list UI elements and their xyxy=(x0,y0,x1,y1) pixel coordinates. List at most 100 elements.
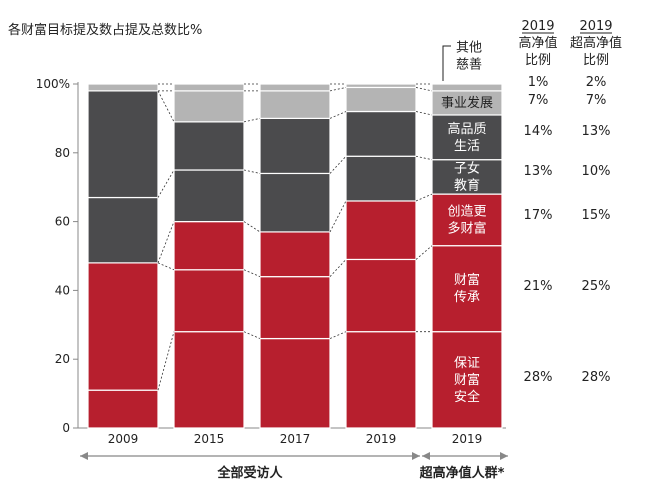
bar-segment-5-1 xyxy=(431,331,503,429)
bar-segment-3-2 xyxy=(259,276,331,340)
y-tick-label: 0 xyxy=(62,421,70,435)
table-cell: 14% xyxy=(524,124,553,139)
table-cell: 1% xyxy=(528,75,549,90)
connector-line xyxy=(157,90,175,123)
bar-segment-3-4 xyxy=(259,172,331,233)
bar-segment-5-2 xyxy=(431,245,503,333)
table-cell: 21% xyxy=(524,279,553,294)
segment-label: 高品质 xyxy=(447,121,486,137)
segment-label: 保证 xyxy=(454,356,480,371)
segment-label: 其他 xyxy=(456,41,482,56)
bar-segment-4-2 xyxy=(345,258,417,333)
segment-label: 生活 xyxy=(454,139,480,154)
x-tick-label: 2015 xyxy=(194,432,225,446)
connector-line xyxy=(157,221,175,264)
group-arrow-head xyxy=(422,452,430,460)
group-label: 全部受访人 xyxy=(216,465,283,481)
bar-segment-1-2 xyxy=(87,262,159,391)
connector-line xyxy=(329,200,347,233)
bar-segment-4-7 xyxy=(345,83,417,89)
bar-segment-2-6 xyxy=(173,90,245,123)
table-cell: 17% xyxy=(524,208,553,223)
x-tick-label: 2019 xyxy=(366,432,397,446)
bar-segment-4-4 xyxy=(345,155,417,202)
group-arrow-head xyxy=(412,452,420,460)
bar-segment-1-5 xyxy=(87,90,159,199)
bar-segment-1-7 xyxy=(87,83,159,92)
callout-leader xyxy=(442,45,451,81)
table-cell: 13% xyxy=(582,124,611,139)
table-cell: 10% xyxy=(582,164,611,179)
connector-line xyxy=(243,221,261,233)
x-tick-label: 2019 xyxy=(452,432,483,446)
connector-line xyxy=(329,111,347,119)
bar-segment-2-4 xyxy=(173,169,245,223)
bar-segment-3-7 xyxy=(259,83,331,92)
y-tick-label: 20 xyxy=(55,352,70,366)
connector-line xyxy=(157,262,175,271)
table-header-label: 比例 xyxy=(583,53,609,68)
connector-line xyxy=(157,331,175,391)
y-tick-label: 40 xyxy=(55,283,70,297)
connector-line xyxy=(415,155,433,161)
y-tick-label: 100% xyxy=(36,77,70,91)
bar-segment-4-6 xyxy=(345,86,417,113)
connector-line xyxy=(415,111,433,116)
bar-segment-2-1 xyxy=(173,331,245,429)
connector-line xyxy=(329,155,347,174)
table-cell: 25% xyxy=(582,279,611,294)
segment-label: 慈善 xyxy=(456,57,482,73)
bar-segment-5-7 xyxy=(431,83,503,92)
segment-label: 财富 xyxy=(454,372,480,388)
connector-line xyxy=(243,269,261,278)
table-header-year: 2019 xyxy=(579,19,612,34)
x-tick-label: 2009 xyxy=(108,432,139,446)
bar-segment-4-1 xyxy=(345,331,417,429)
segment-label: 教育 xyxy=(454,177,480,193)
category-groups: 全部受访人 超高净值人群* xyxy=(80,452,508,481)
connector-line xyxy=(329,87,347,92)
bar-segment-2-7 xyxy=(173,83,245,92)
bar-segment-1-1 xyxy=(87,389,159,429)
connector-line xyxy=(415,87,433,92)
y-tick-label: 60 xyxy=(55,215,70,229)
segment-label: 子女 xyxy=(454,160,480,176)
connector-line xyxy=(415,245,433,260)
connector-line xyxy=(243,331,261,339)
table-cell: 7% xyxy=(586,93,607,108)
segment-label: 传承 xyxy=(454,290,480,305)
connector-line xyxy=(329,331,347,339)
group-arrow-head xyxy=(500,452,508,460)
bar-segment-2-3 xyxy=(173,221,245,271)
table-cell: 13% xyxy=(524,164,553,179)
bar-segment-4-3 xyxy=(345,200,417,261)
bar-segment-3-1 xyxy=(259,337,331,429)
connector-line xyxy=(243,118,261,123)
group-arrow-head xyxy=(80,452,88,460)
bar-segment-3-3 xyxy=(259,231,331,278)
group-label: 超高净值人群* xyxy=(420,465,505,481)
connector-line xyxy=(157,169,175,198)
bar-segment-2-5 xyxy=(173,121,245,171)
bar-segment-5-5 xyxy=(431,114,503,161)
bar-segment-3-5 xyxy=(259,117,331,175)
connector-line xyxy=(415,193,433,202)
table-header-label: 超高净值 xyxy=(570,35,622,51)
bar-segment-5-3 xyxy=(431,193,503,247)
segment-label: 财富 xyxy=(454,272,480,288)
connector-line xyxy=(329,259,347,277)
table-header-year: 2019 xyxy=(521,19,554,34)
plot-area: 2009 2015 2017 2019 2019 xyxy=(87,83,503,446)
table-header-label: 比例 xyxy=(525,53,551,68)
table-cell: 7% xyxy=(528,93,549,108)
x-tick-label: 2017 xyxy=(280,432,311,446)
bar-segment-3-6 xyxy=(259,90,331,119)
connector-line xyxy=(243,169,261,174)
table-cell: 15% xyxy=(582,208,611,223)
chart-title: 各财富目标提及数占提及总数比% xyxy=(8,22,202,38)
bar-segment-4-5 xyxy=(345,110,417,157)
table-cell: 2% xyxy=(586,75,607,90)
